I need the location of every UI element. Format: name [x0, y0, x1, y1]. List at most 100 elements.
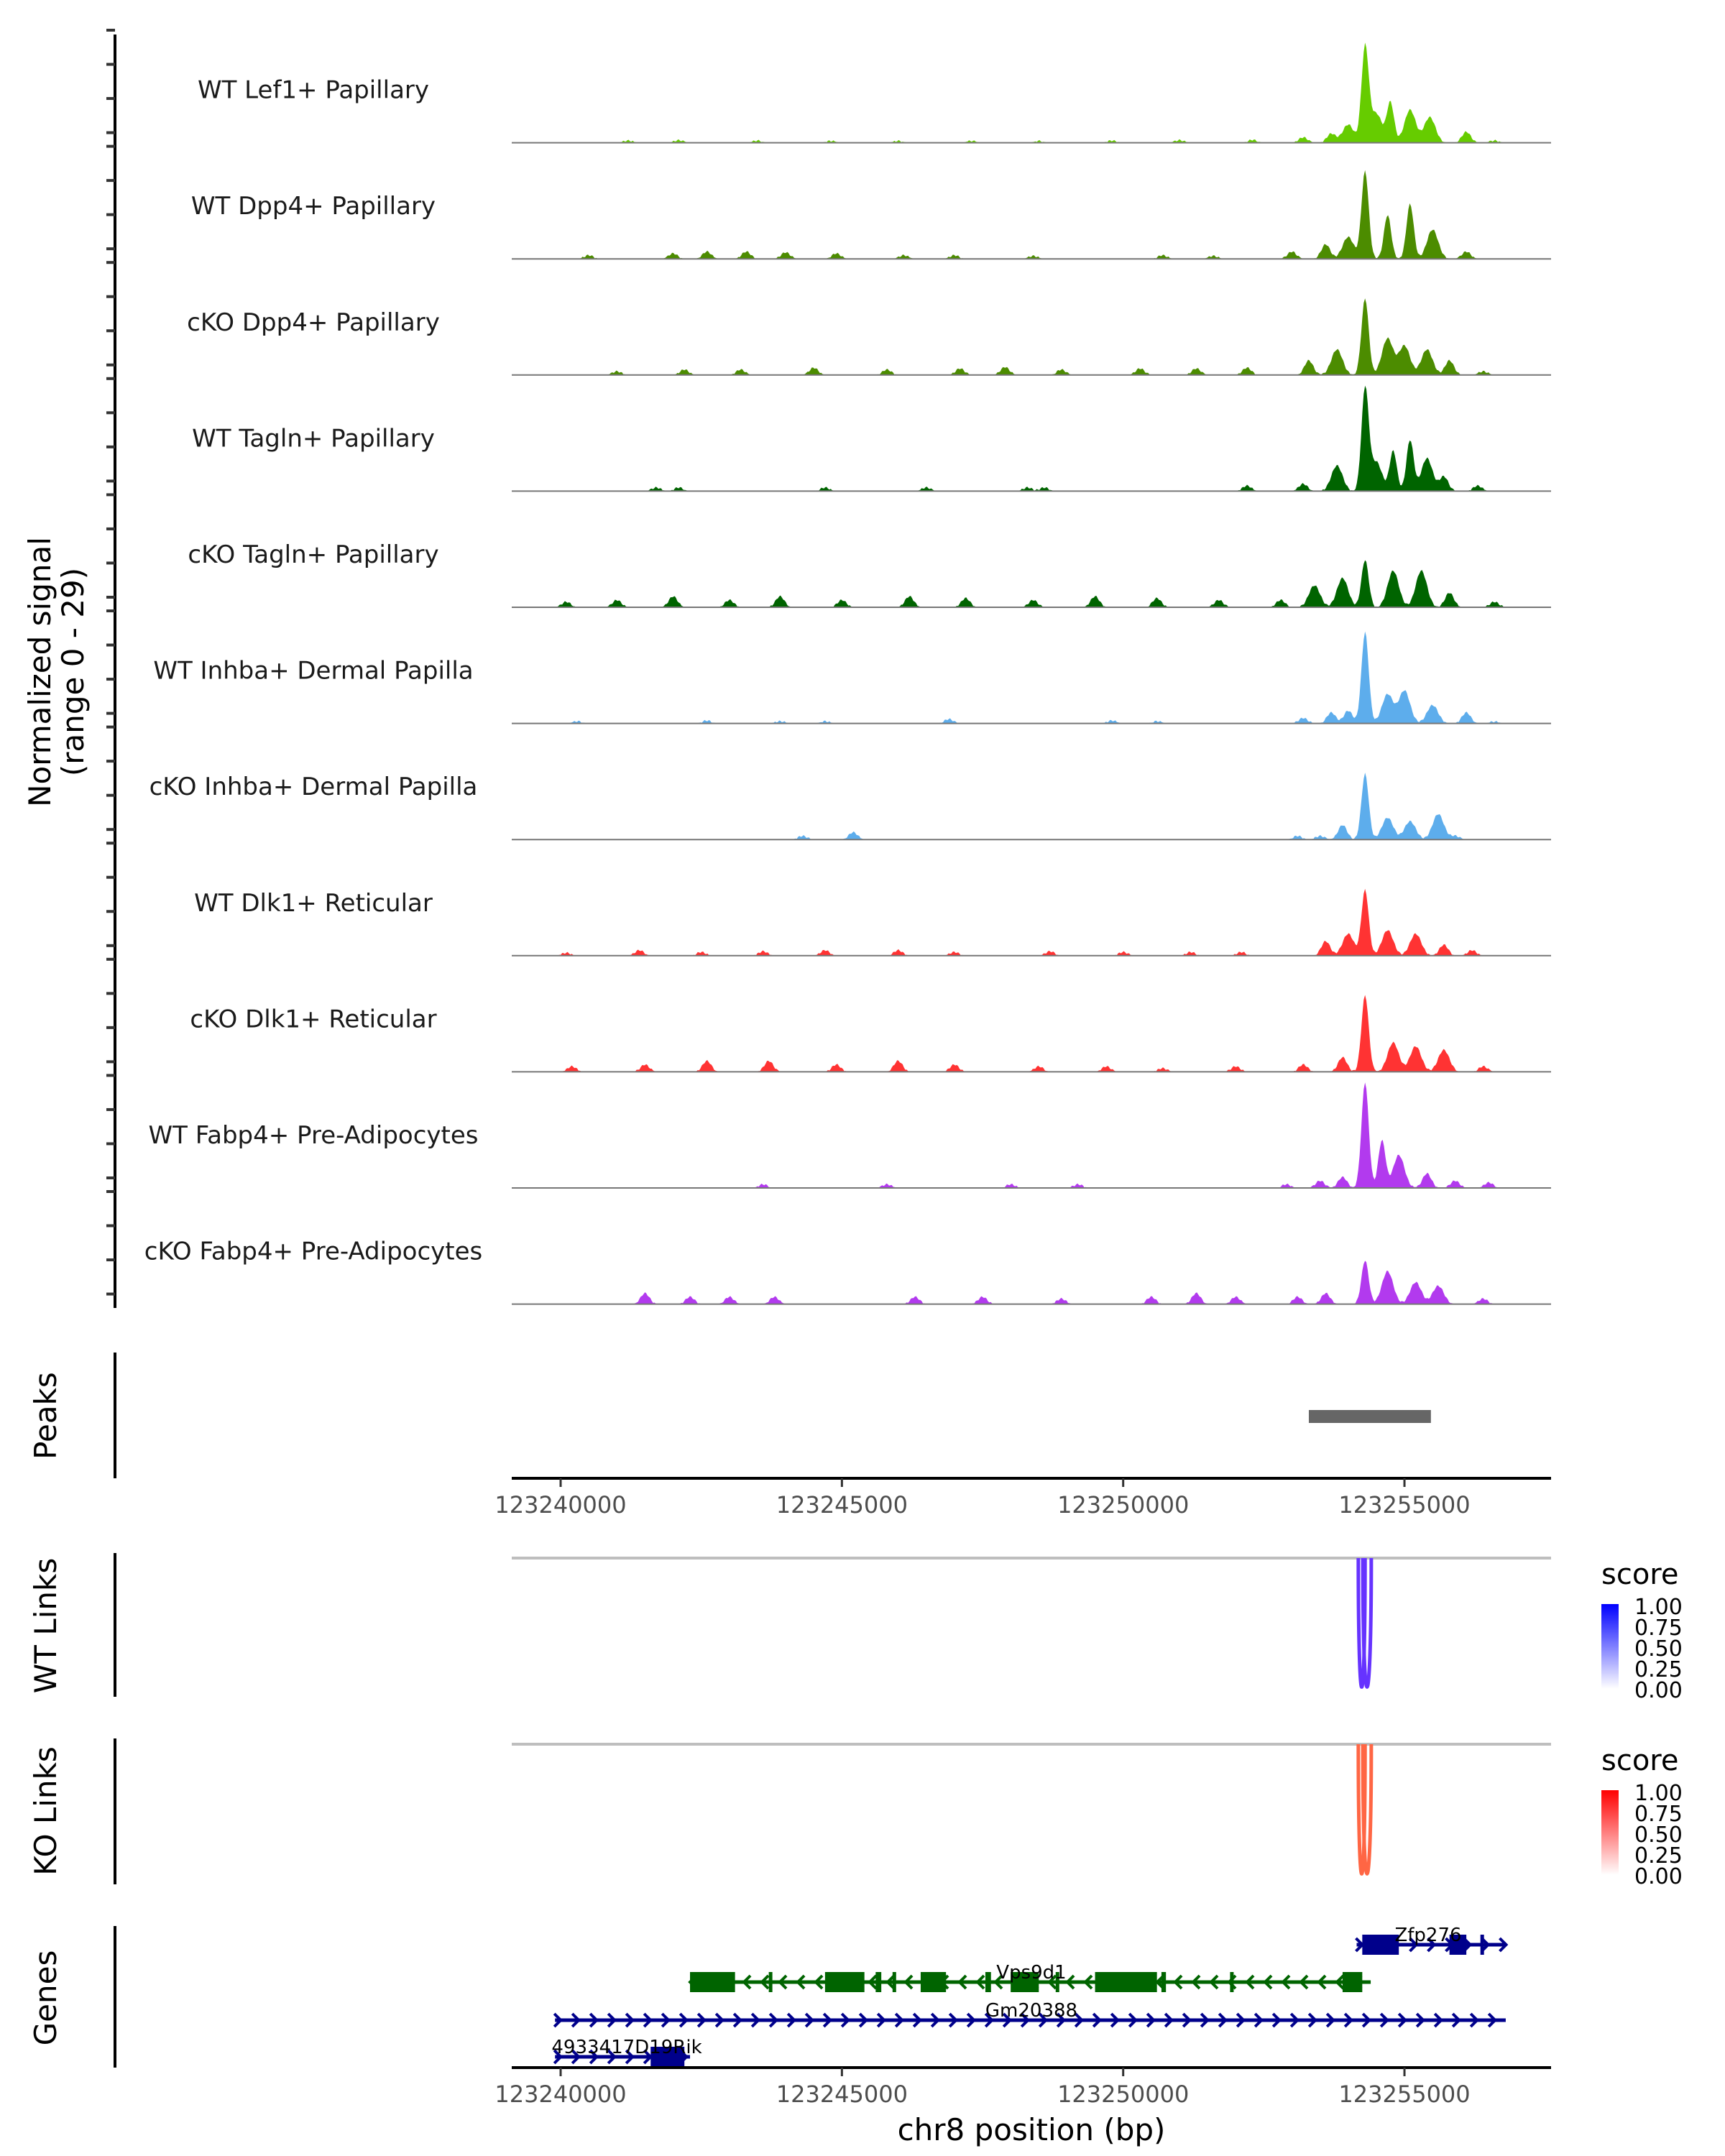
strand-arrow-icon [643, 2049, 653, 2065]
gene-exon [892, 1972, 896, 1992]
x-axis-tick-label: 123255000 [1338, 1491, 1470, 1519]
strand-arrow-icon [957, 1974, 967, 1990]
strand-arrow-icon [1415, 2012, 1426, 2028]
strand-arrow-icon [553, 2012, 564, 2028]
legend-title: score [1601, 1744, 1678, 1777]
strand-arrow-icon [1164, 2012, 1174, 2028]
strand-arrow-icon [742, 1974, 752, 1990]
coverage-track: WT Dpp4+ Papillary [191, 170, 1551, 260]
ko-links-track-title: KO Links [28, 1746, 63, 1876]
strand-arrow-icon [786, 2012, 797, 2028]
strand-arrow-icon [678, 2012, 689, 2028]
legend-colorbar [1601, 1790, 1619, 1875]
track-label: cKO Inhba+ Dermal Papilla [150, 773, 478, 801]
strand-arrow-icon [1092, 2012, 1103, 2028]
strand-arrow-icon [589, 2049, 599, 2065]
link-arc [1361, 1743, 1374, 1876]
legend-tick-label: 0.75 [1634, 1802, 1683, 1827]
coverage-y-axis-title: Normalized signal (range 0 - 29) [22, 537, 91, 807]
legend-tick-label: 0.25 [1634, 1657, 1683, 1682]
strand-arrow-icon [571, 2049, 581, 2065]
strand-arrow-icon [1317, 1974, 1327, 1990]
x-axis-lower: 123240000 123245000 123250000 123255000 [494, 2066, 1551, 2108]
link-arc [1361, 1557, 1374, 1689]
strand-arrow-icon [1074, 2012, 1085, 2028]
coverage-track: cKO Dpp4+ Papillary [187, 298, 1551, 376]
legend-tick-label: 1.00 [1634, 1781, 1683, 1806]
legend-colorbar [1601, 1604, 1619, 1689]
gene-label: Vps9d1 [996, 1962, 1066, 1984]
strand-arrow-icon [643, 2012, 653, 2028]
strand-arrow-icon [1056, 2012, 1067, 2028]
gene-exon [920, 1972, 947, 1992]
y-axis-title-line-2: (range 0 - 29) [55, 568, 91, 776]
strand-arrow-icon [1433, 2012, 1444, 2028]
strand-arrow-icon [1427, 1937, 1437, 1953]
ko-links-score-legend: score 1.00 0.75 0.50 0.25 0.00 [1601, 1744, 1683, 1889]
gene-exon [985, 1972, 991, 1992]
strand-arrow-icon [1146, 2012, 1156, 2028]
strand-arrow-icon [1254, 2012, 1264, 2028]
strand-arrow-icon [778, 1974, 788, 1990]
strand-arrow-icon [1047, 1974, 1057, 1990]
x-axis-tick-label: 123250000 [1057, 1491, 1189, 1519]
strand-arrow-icon [1263, 1974, 1273, 1990]
track-label: WT Dlk1+ Reticular [194, 889, 433, 918]
wt-links-score-legend: score 1.00 0.75 0.50 0.25 0.00 [1601, 1558, 1683, 1703]
wt-links-track-title: WT Links [28, 1558, 63, 1693]
wt-links-panel: WT Links [28, 1553, 116, 1697]
strand-arrow-icon [1110, 2012, 1121, 2028]
gene-exon [1362, 1935, 1399, 1955]
strand-arrow-icon [661, 2012, 671, 2028]
coverage-area [556, 631, 1506, 724]
track-label: WT Tagln+ Papillary [192, 424, 435, 453]
strand-arrow-icon [1299, 1974, 1309, 1990]
strand-arrow-icon [840, 2012, 851, 2028]
gene-label: Gm20388 [985, 2000, 1077, 2022]
strand-arrow-icon [804, 2012, 815, 2028]
coverage-area [556, 888, 1506, 956]
strand-arrow-icon [1200, 2012, 1210, 2028]
strand-arrow-icon [553, 2049, 564, 2065]
strand-arrow-icon [814, 1974, 824, 1990]
coverage-area [556, 560, 1506, 607]
gene-exon [1095, 1972, 1157, 1992]
coverage-area [556, 298, 1506, 375]
strand-arrow-icon [1325, 2012, 1336, 2028]
gene-exon [690, 1972, 735, 1992]
strand-arrow-icon [750, 2012, 761, 2028]
strand-arrow-icon [1236, 2012, 1246, 2028]
legend-tick-label: 0.00 [1634, 1678, 1683, 1703]
gene-exon [1011, 1972, 1039, 1992]
coverage-area [556, 42, 1506, 143]
gene-exon [1161, 1972, 1167, 1992]
coverage-track: cKO Tagln+ Papillary [188, 540, 1551, 608]
gene-exon [768, 1972, 773, 1992]
genes-panel: Genes Zfp276 Vps9d1 Gm20388 4933417D19Rik [28, 1925, 1509, 2068]
gene-model: Vps9d1 [688, 1962, 1371, 1992]
x-axis-tick-label: 123250000 [1057, 2081, 1189, 2108]
ko-links-panel: KO Links [28, 1738, 116, 1884]
strand-arrow-icon [984, 2012, 995, 2028]
gene-label: Zfp276 [1394, 1925, 1461, 1946]
coverage-track: cKO Fabp4+ Pre-Adipocytes [144, 1238, 1551, 1305]
strand-arrow-icon [858, 2012, 869, 2028]
strand-arrow-icon [1343, 2012, 1354, 2028]
coverage-track: WT Lef1+ Papillary [198, 42, 1551, 144]
legend-title: score [1601, 1558, 1678, 1591]
strand-arrow-icon [732, 2012, 743, 2028]
x-axis-tick-label: 123240000 [494, 2081, 626, 2108]
coverage-area [556, 773, 1506, 840]
strand-arrow-icon [1002, 2012, 1013, 2028]
strand-arrow-icon [1173, 1974, 1183, 1990]
strand-arrow-icon [1209, 1974, 1219, 1990]
strand-arrow-icon [1487, 2012, 1498, 2028]
coverage-y-axis-ticks [106, 29, 115, 1296]
strand-arrow-icon [1409, 1937, 1419, 1953]
gene-model: Zfp276 [1355, 1925, 1509, 1955]
strand-arrow-icon [975, 1974, 985, 1990]
coverage-track: WT Inhba+ Dermal Papilla [153, 631, 1551, 724]
track-label: cKO Tagln+ Papillary [188, 540, 438, 569]
strand-arrow-icon [1397, 2012, 1408, 2028]
track-label: WT Fabp4+ Pre-Adipocytes [149, 1121, 479, 1150]
